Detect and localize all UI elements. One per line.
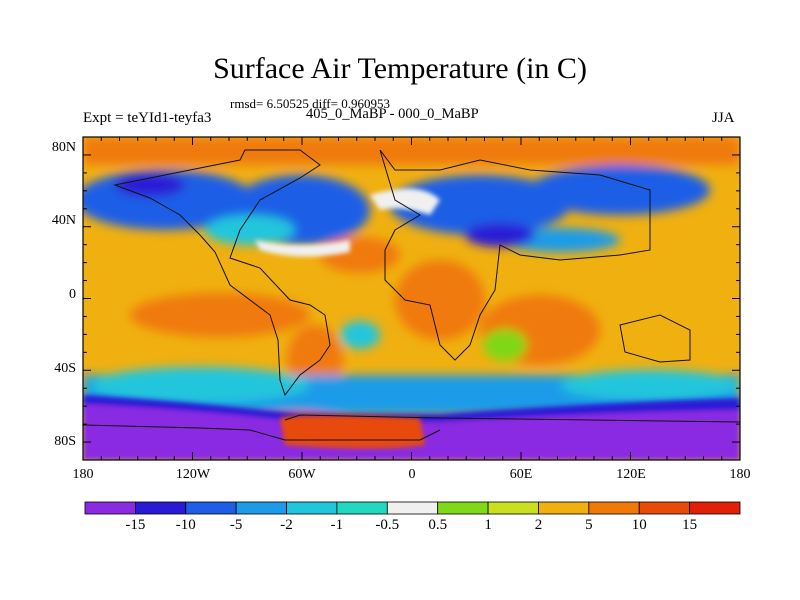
colorbar-swatch — [185, 501, 237, 515]
colorbar-swatch — [336, 501, 388, 515]
colorbar-label: -5 — [229, 517, 243, 533]
colorbar-label: -10 — [175, 517, 196, 533]
lat-label-80s: 80S — [54, 434, 76, 449]
colorbar-label: 10 — [631, 517, 647, 533]
colorbar-label: -1 — [330, 517, 344, 533]
axis-ticks — [82, 136, 741, 461]
lon-label-60e: 60E — [509, 467, 533, 482]
colorbar-swatch — [487, 501, 539, 515]
colorbar-swatch — [538, 501, 590, 515]
colorbar-swatch — [134, 501, 187, 515]
lon-label-0: 0 — [408, 467, 416, 482]
colorbar-swatch — [689, 501, 741, 515]
colorbar — [84, 501, 741, 515]
colorbar-label: 2 — [534, 517, 543, 533]
lon-label-120e: 120E — [616, 467, 646, 482]
lon-label-120w: 120W — [175, 467, 211, 482]
colorbar-label: -15 — [125, 517, 146, 533]
stats-line: rmsd= 6.50525 diff= 0.960953 — [230, 96, 390, 111]
lat-label-40s: 40S — [54, 361, 76, 376]
colorbar-swatch — [588, 501, 640, 515]
map-title: Surface Air Temperature (in C) — [213, 52, 587, 85]
lon-label-60w: 60W — [288, 467, 316, 482]
lat-label-40n: 40N — [51, 213, 76, 228]
colorbar-swatch — [437, 501, 489, 515]
colorbar-label: -0.5 — [375, 517, 400, 533]
colorbar-swatch — [84, 501, 136, 515]
coastlines — [83, 149, 740, 441]
colorbar-swatch — [286, 501, 338, 515]
colorbar-label: 1 — [484, 517, 492, 533]
colorbar-label: 15 — [682, 517, 698, 533]
temperature-field — [83, 137, 740, 460]
season-label: JJA — [712, 110, 735, 126]
lat-label-equator: 0 — [69, 287, 76, 302]
experiment-label: Expt = teYId1-teyfa3 — [83, 110, 212, 126]
lon-label-180e: 180 — [729, 467, 751, 482]
colorbar-swatch — [638, 501, 691, 515]
colorbar-label: 0.5 — [428, 517, 448, 533]
period-label: 405_0_MaBP - 000_0_MaBP — [306, 106, 479, 122]
lat-label-80n: 80N — [51, 140, 76, 155]
colorbar-swatch — [235, 501, 287, 515]
colorbar-label: -2 — [280, 517, 293, 533]
lon-label-180w: 180 — [72, 467, 94, 482]
colorbar-swatch — [386, 501, 439, 515]
colorbar-label: 5 — [585, 517, 593, 533]
